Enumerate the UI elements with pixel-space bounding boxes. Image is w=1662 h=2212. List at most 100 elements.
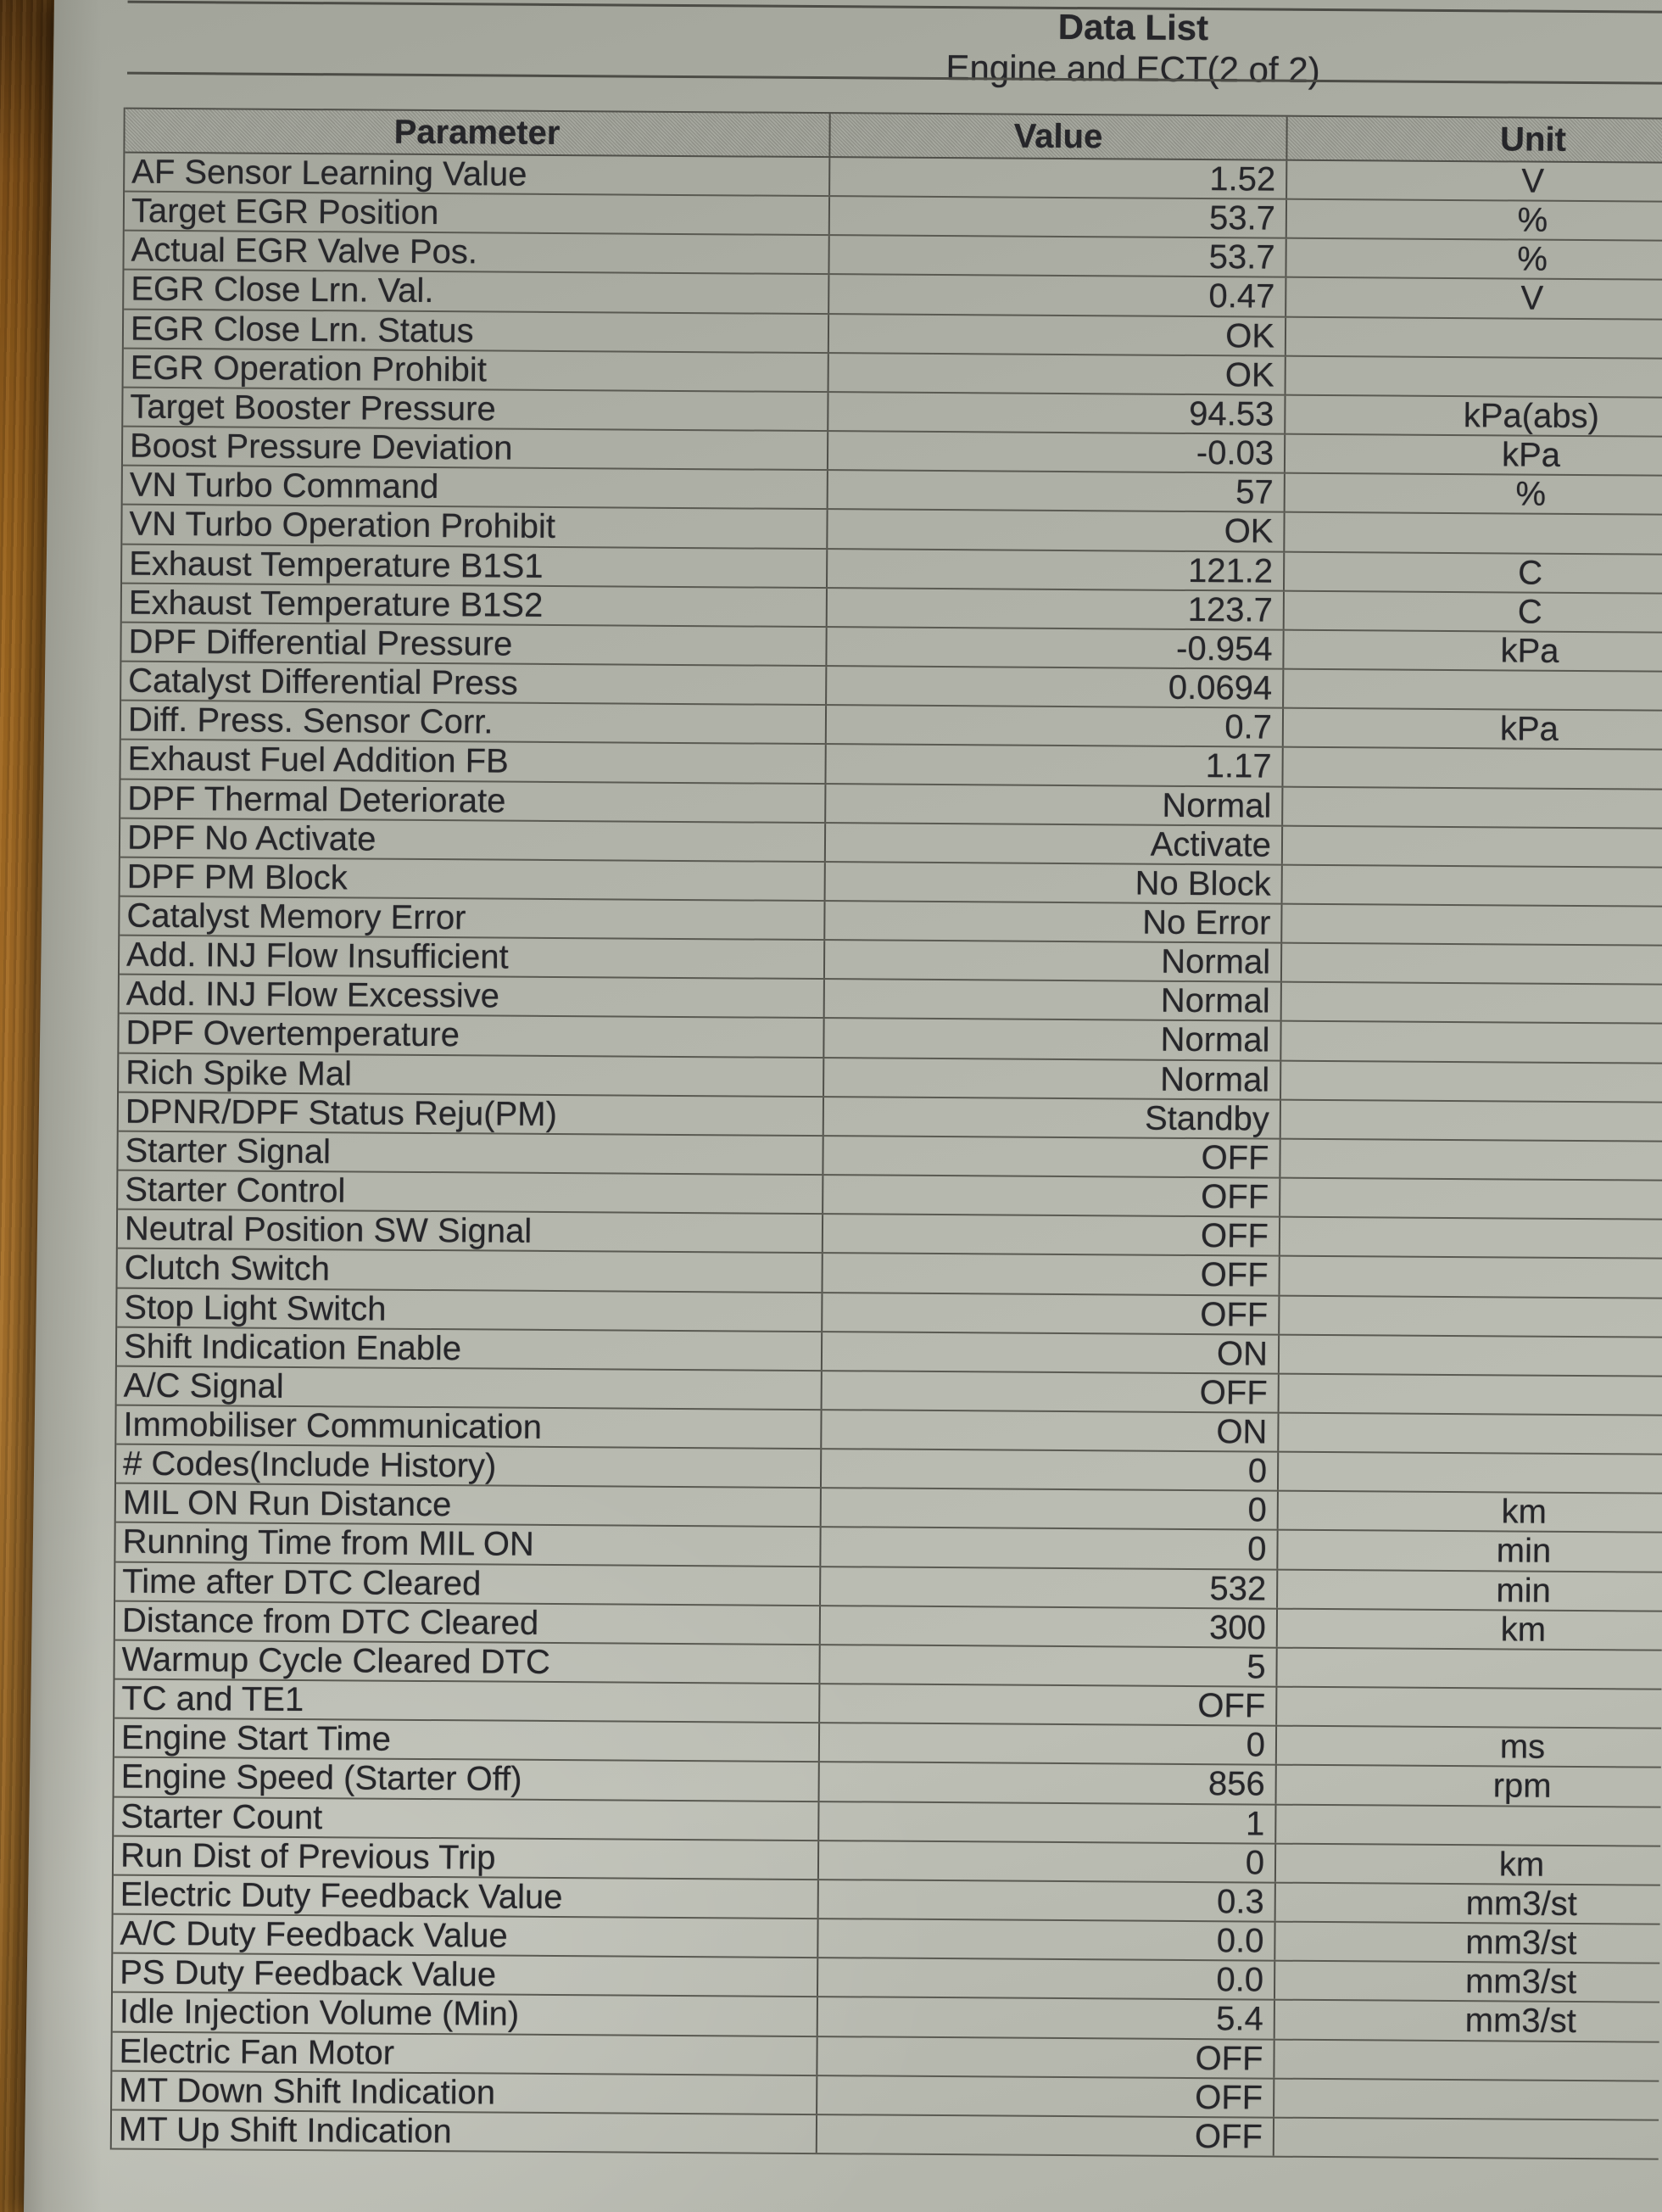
value-cell: 0.0 xyxy=(817,1958,1276,2000)
value-cell: Normal xyxy=(824,1019,1282,1060)
param-cell: DPF Overtemperature xyxy=(119,1014,825,1057)
unit-cell xyxy=(1282,905,1662,945)
value-cell: Normal xyxy=(824,941,1283,981)
param-cell: Target Booster Pressure xyxy=(123,388,829,431)
unit-cell: C xyxy=(1518,554,1543,592)
unit-cell xyxy=(1280,1140,1662,1180)
param-cell: Electric Fan Motor xyxy=(112,2032,818,2075)
unit-cell: km xyxy=(1501,1493,1548,1532)
page-title: Data List xyxy=(1057,6,1209,48)
param-cell: Exhaust Temperature B1S1 xyxy=(122,545,828,587)
param-cell: Starter Control xyxy=(118,1170,824,1214)
value-cell: 53.7 xyxy=(829,236,1287,277)
value-cell: OFF xyxy=(823,1137,1281,1177)
unit-cell xyxy=(1283,826,1662,866)
param-cell: Starter Signal xyxy=(118,1131,824,1175)
value-cell: ON xyxy=(822,1410,1280,1451)
value-cell: ON xyxy=(822,1332,1280,1373)
value-cell: OK xyxy=(828,510,1286,551)
param-cell: Exhaust Temperature B1S2 xyxy=(121,584,828,626)
unit-cell xyxy=(1283,865,1662,905)
unit-cell xyxy=(1280,1257,1662,1297)
unit-cell xyxy=(1279,1414,1662,1454)
value-cell: 856 xyxy=(819,1762,1277,1804)
param-cell: MIL ON Run Distance xyxy=(115,1483,822,1527)
param-cell: Engine Speed (Starter Off) xyxy=(114,1757,820,1801)
unit-cell xyxy=(1283,787,1662,827)
value-cell: 0 xyxy=(821,1450,1280,1490)
param-cell: Catalyst Differential Press xyxy=(121,662,828,705)
param-cell: DPF No Activate xyxy=(120,818,827,861)
value-cell: -0.03 xyxy=(828,432,1286,472)
unit-cell: km xyxy=(1498,1846,1545,1884)
param-cell: Starter Count xyxy=(114,1797,820,1840)
param-cell: AF Sensor Learning Value xyxy=(125,153,831,196)
unit-cell xyxy=(1280,1375,1662,1415)
unit-cell xyxy=(1284,670,1662,710)
unit-cell xyxy=(1286,356,1662,396)
param-cell: PS Duty Feedback Value xyxy=(113,1953,819,1997)
value-cell: Activate xyxy=(825,823,1284,864)
unit-cell: V xyxy=(1521,162,1545,200)
unit-cell xyxy=(1282,983,1662,1023)
unit-cell: mm3/st xyxy=(1464,1963,1577,2002)
column-header-unit: Unit xyxy=(1499,120,1567,159)
unit-cell xyxy=(1286,317,1662,357)
param-cell: Time after DTC Cleared xyxy=(115,1562,822,1605)
unit-cell xyxy=(1281,1022,1662,1062)
unit-cell: rpm xyxy=(1492,1767,1552,1806)
unit-cell xyxy=(1281,1061,1662,1101)
value-cell: 123.7 xyxy=(827,588,1285,629)
param-cell: Electric Duty Feedback Value xyxy=(113,1875,819,1919)
unit-cell xyxy=(1281,1100,1662,1140)
param-cell: DPF Differential Pressure xyxy=(121,623,828,666)
value-cell: Normal xyxy=(824,1058,1282,1099)
value-cell: No Block xyxy=(825,862,1283,903)
param-cell: Diff. Press. Sensor Corr. xyxy=(120,701,828,744)
param-cell: Rich Spike Mal xyxy=(119,1053,825,1096)
value-cell: 1.17 xyxy=(826,745,1284,786)
value-cell: Normal xyxy=(826,784,1284,825)
unit-cell: kPa xyxy=(1501,436,1561,474)
value-cell: 5.4 xyxy=(817,1997,1275,2039)
unit-cell: mm3/st xyxy=(1465,1885,1577,1923)
param-cell: Stop Light Switch xyxy=(117,1288,823,1331)
param-cell: Target EGR Position xyxy=(124,192,831,235)
param-cell: Warmup Cycle Cleared DTC xyxy=(114,1640,821,1684)
unit-cell xyxy=(1282,944,1662,984)
value-cell: 0 xyxy=(819,1723,1278,1765)
value-cell: 0.0 xyxy=(818,1919,1276,1960)
param-cell: EGR Close Lrn. Status xyxy=(123,310,830,352)
param-cell: Neutral Position SW Signal xyxy=(117,1209,824,1253)
param-cell: Idle Injection Volume (Min) xyxy=(112,1992,818,2036)
param-cell: VN Turbo Operation Prohibit xyxy=(122,506,828,548)
param-cell: Immobiliser Communication xyxy=(116,1405,823,1449)
param-cell: MT Down Shift Indication xyxy=(112,2071,818,2114)
value-cell: 0 xyxy=(821,1489,1279,1530)
value-cell: Standby xyxy=(823,1097,1282,1138)
value-cell: 5 xyxy=(820,1645,1278,1686)
value-cell: 0 xyxy=(818,1841,1277,1882)
unit-cell xyxy=(1279,1453,1662,1493)
value-cell: 0.3 xyxy=(818,1880,1276,1921)
value-cell: OK xyxy=(828,314,1287,355)
value-cell: OFF xyxy=(823,1215,1281,1256)
param-cell: Actual EGR Valve Pos. xyxy=(124,231,830,274)
unit-cell: kPa xyxy=(1499,710,1559,749)
column-header-value: Value xyxy=(830,114,1288,159)
value-cell: 0.0694 xyxy=(827,667,1285,707)
param-cell: VN Turbo Command xyxy=(122,466,828,509)
value-cell: 300 xyxy=(820,1606,1279,1647)
value-cell: OFF xyxy=(820,1684,1278,1725)
value-cell: Normal xyxy=(824,980,1282,1021)
param-cell: EGR Close Lrn. Val. xyxy=(124,271,830,313)
param-cell: Catalyst Memory Error xyxy=(120,897,826,940)
param-cell: TC and TE1 xyxy=(114,1679,821,1723)
param-cell: Distance from DTC Cleared xyxy=(114,1601,822,1645)
param-cell: DPNR/DPF Status Reju(PM) xyxy=(118,1092,825,1136)
value-cell: -0.954 xyxy=(827,627,1285,668)
